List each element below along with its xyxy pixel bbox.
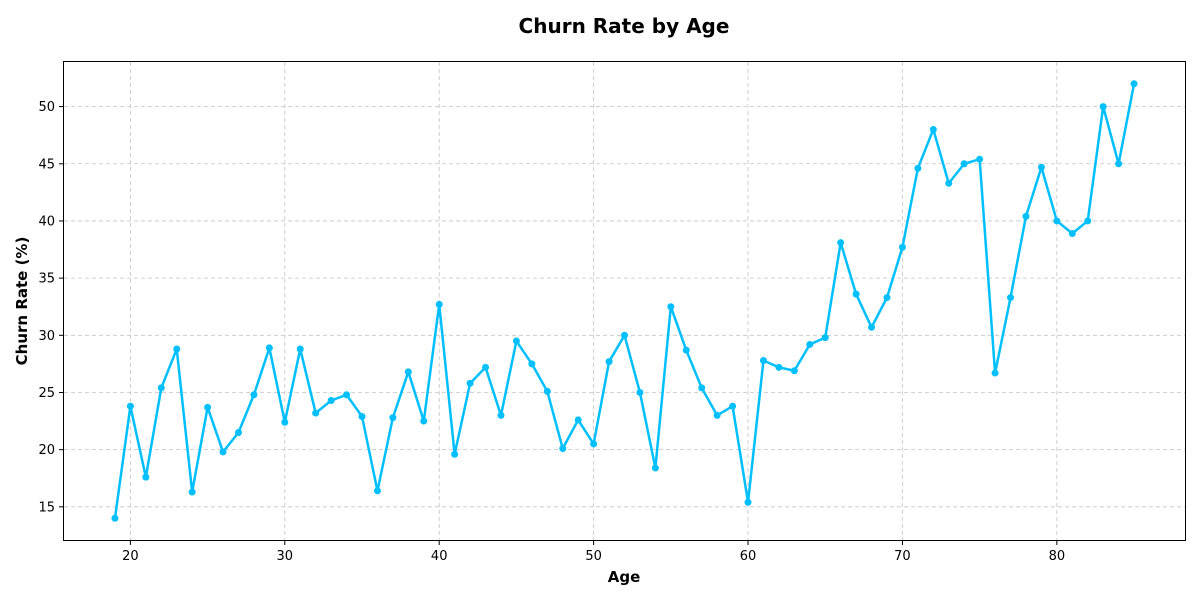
data-point (435, 300, 443, 308)
data-points (111, 80, 1138, 522)
data-point (806, 340, 814, 348)
y-tick-label: 20 (38, 443, 55, 458)
data-point (590, 440, 598, 448)
x-tick-label: 60 (740, 549, 757, 564)
data-point (729, 402, 737, 410)
data-point (621, 331, 628, 339)
data-point (713, 411, 721, 419)
data-point (142, 473, 150, 481)
data-point (914, 164, 922, 172)
data-point (868, 323, 876, 331)
data-point (1115, 160, 1123, 168)
data-point (126, 402, 134, 410)
axis-ticks: 20 30 40 50 60 70 80 15 20 25 30 35 40 45 50 (38, 100, 1065, 564)
data-point (358, 412, 366, 420)
data-point (497, 411, 505, 419)
data-point (636, 388, 644, 396)
data-point (821, 334, 829, 342)
data-point (667, 303, 675, 311)
grid-lines (64, 62, 1185, 540)
data-point (976, 155, 984, 163)
data-point (219, 448, 227, 456)
data-point (250, 391, 258, 399)
y-tick-label: 25 (38, 386, 55, 401)
data-point (296, 345, 304, 353)
data-point (1037, 163, 1045, 171)
data-point (698, 384, 706, 392)
y-tick-label: 50 (38, 100, 55, 115)
y-tick-label: 40 (38, 214, 55, 229)
data-point (451, 450, 459, 458)
data-point (188, 488, 196, 496)
data-point (775, 363, 783, 371)
y-tick-label: 35 (38, 272, 55, 287)
data-point (373, 487, 381, 495)
data-point (744, 498, 752, 506)
data-point (466, 379, 474, 387)
data-point (111, 514, 119, 522)
y-tick-label: 30 (38, 329, 55, 344)
data-point (759, 356, 767, 364)
data-point (898, 243, 906, 251)
data-point (265, 344, 273, 352)
data-point (991, 369, 999, 377)
data-point (574, 416, 582, 424)
data-point (1022, 212, 1030, 220)
data-point (543, 387, 551, 395)
x-tick-label: 20 (122, 549, 139, 564)
data-point (1007, 294, 1015, 302)
data-point (945, 179, 953, 187)
data-point (327, 396, 335, 404)
data-point (837, 239, 845, 247)
x-tick-label: 70 (894, 549, 911, 564)
plot-frame (63, 61, 1186, 541)
data-point (1099, 103, 1107, 111)
data-point (404, 368, 412, 376)
data-point (929, 125, 937, 133)
x-tick-label: 40 (431, 549, 448, 564)
y-tick-label: 15 (38, 500, 55, 515)
data-point (605, 358, 613, 366)
chart-title: Churn Rate by Age (519, 14, 730, 38)
data-point (157, 384, 165, 392)
data-point (528, 360, 536, 368)
data-point (281, 418, 289, 426)
data-point (312, 409, 320, 417)
data-point (420, 417, 428, 425)
x-axis-label: Age (608, 568, 641, 586)
data-point (1130, 80, 1138, 88)
y-axis-label: Churn Rate (%) (13, 237, 31, 366)
data-point (682, 346, 690, 354)
data-point (790, 367, 798, 375)
data-point (482, 363, 490, 371)
x-tick-label: 30 (277, 549, 294, 564)
data-point (389, 414, 397, 422)
data-point (960, 160, 968, 168)
data-point (234, 429, 242, 437)
data-point (343, 391, 351, 399)
data-point (1084, 217, 1092, 225)
data-point (512, 337, 520, 345)
y-tick-label: 45 (38, 157, 55, 172)
data-point (883, 294, 891, 302)
data-point (1068, 230, 1076, 238)
data-point (173, 345, 181, 353)
x-tick-label: 50 (585, 549, 602, 564)
churn-series-line (113, 83, 1136, 519)
data-point (852, 290, 860, 298)
x-tick-label: 80 (1049, 549, 1066, 564)
data-point (204, 403, 212, 411)
data-point (1053, 217, 1061, 225)
data-point (651, 464, 659, 472)
data-point (559, 445, 567, 453)
